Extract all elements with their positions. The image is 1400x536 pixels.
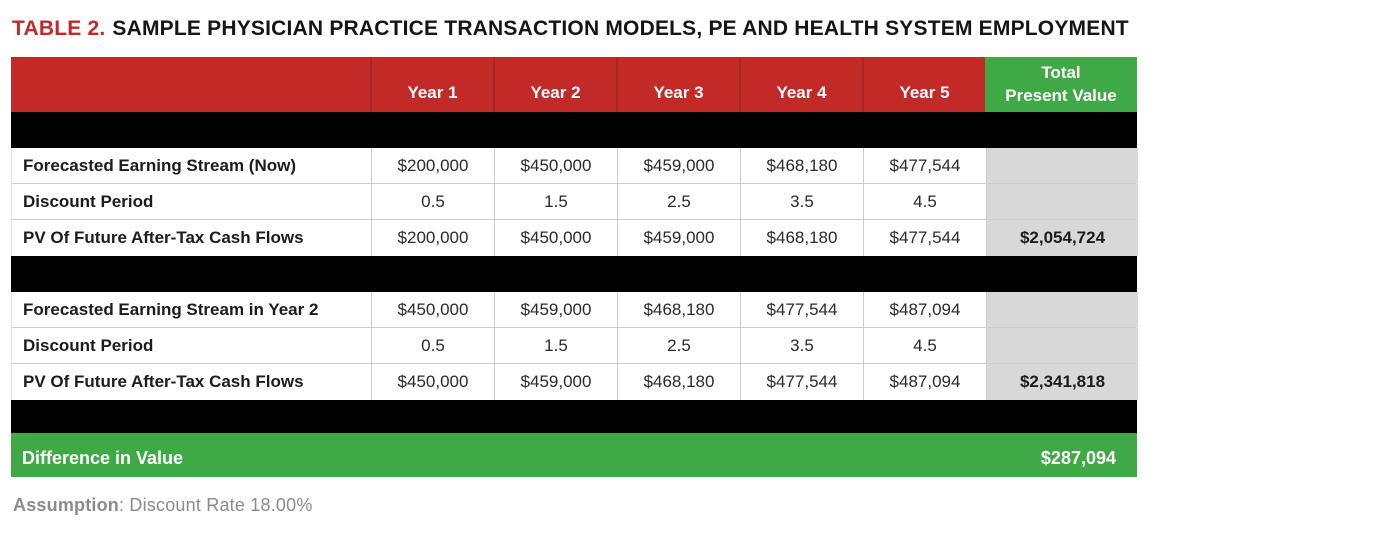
year-value: $450,000: [371, 364, 494, 400]
row-label: Forecasted Earning Stream (Now): [23, 155, 297, 175]
year-value: 0.5: [371, 328, 494, 363]
section-year-2: Forecasted Earning Stream in Year 2 $450…: [11, 292, 1138, 400]
year-value: $459,000: [617, 148, 740, 183]
year-value: $487,094: [863, 364, 986, 400]
year-value: $477,544: [740, 292, 863, 327]
year-value: $487,094: [863, 292, 986, 327]
row-label: Forecasted Earning Stream in Year 2: [23, 299, 319, 319]
header-year-2-cell: Year 2: [493, 57, 616, 112]
table-header-row: Year 1 Year 2 Year 3 Year 4 Year 5 Total…: [11, 57, 1137, 112]
year-value: $468,180: [617, 292, 740, 327]
section-now: Forecasted Earning Stream (Now) $200,000…: [11, 148, 1138, 256]
difference-in-value-row: Difference in Value $287,094: [11, 433, 1137, 477]
total-present-value: $2,341,818: [986, 364, 1138, 400]
year-value: $450,000: [494, 220, 617, 256]
year-value: $468,180: [740, 220, 863, 256]
year-value: 1.5: [494, 328, 617, 363]
year-value: $200,000: [371, 220, 494, 256]
row-label: Discount Period: [23, 191, 154, 211]
year-value: $477,544: [863, 220, 986, 256]
header-year-4-cell: Year 4: [739, 57, 862, 112]
assumption-note: Assumption: Discount Rate 18.00%: [13, 495, 313, 516]
row-label: PV Of Future After-Tax Cash Flows: [23, 228, 304, 247]
total-value-empty: [986, 148, 1138, 183]
total-present-value: $2,054,724: [986, 220, 1138, 256]
year-value: 2.5: [617, 328, 740, 363]
year-value: $450,000: [494, 148, 617, 183]
header-year-3-cell: Year 3: [616, 57, 739, 112]
row-label: PV Of Future After-Tax Cash Flows: [23, 372, 304, 391]
header-total-present-value-cell: Total Present Value: [985, 57, 1137, 112]
year-value: $468,180: [740, 148, 863, 183]
table-row-pv-cash-flows-1: PV Of Future After-Tax Cash Flows $200,0…: [11, 220, 1138, 256]
total-header-line1: Total: [1041, 63, 1081, 83]
table-row-pv-cash-flows-2: PV Of Future After-Tax Cash Flows $450,0…: [11, 364, 1138, 400]
row-label: Discount Period: [23, 335, 154, 355]
header-year-1-cell: Year 1: [370, 57, 493, 112]
year-value: 3.5: [740, 328, 863, 363]
table-number: TABLE 2.: [12, 17, 106, 40]
year-value: $477,544: [740, 364, 863, 400]
total-value-empty: [986, 328, 1138, 363]
year-value: $477,544: [863, 148, 986, 183]
header-year-5-cell: Year 5: [862, 57, 985, 112]
total-value-empty: [986, 184, 1138, 219]
year-value: 4.5: [863, 328, 986, 363]
table-title: TABLE 2. SAMPLE PHYSICIAN PRACTICE TRANSA…: [12, 17, 1129, 41]
table-row-forecast-now: Forecasted Earning Stream (Now) $200,000…: [11, 148, 1138, 184]
redacted-section-bar-2: [11, 256, 1137, 292]
assumption-label: Assumption: [13, 495, 120, 515]
year-value: $459,000: [494, 364, 617, 400]
year-value: $459,000: [494, 292, 617, 327]
year-value: $200,000: [371, 148, 494, 183]
total-value-empty: [986, 292, 1138, 327]
year-value: $468,180: [617, 364, 740, 400]
redacted-section-bar-1: [11, 112, 1137, 148]
redacted-section-bar-3: [11, 400, 1137, 433]
year-value: 3.5: [740, 184, 863, 219]
year-value: 4.5: [863, 184, 986, 219]
header-corner-cell: [11, 57, 370, 112]
difference-value: $287,094: [1040, 447, 1116, 468]
year-value: $459,000: [617, 220, 740, 256]
difference-label: Difference in Value: [22, 447, 184, 468]
total-header-line2: Present Value: [1005, 85, 1117, 105]
year-value: 1.5: [494, 184, 617, 219]
assumption-text: : Discount Rate 18.00%: [119, 495, 313, 515]
year-value: $450,000: [371, 292, 494, 327]
transaction-table: Year 1 Year 2 Year 3 Year 4 Year 5 Total…: [11, 57, 1138, 477]
table-row-discount-period-2: Discount Period 0.5 1.5 2.5 3.5 4.5: [11, 328, 1138, 364]
table-row-discount-period-1: Discount Period 0.5 1.5 2.5 3.5 4.5: [11, 184, 1138, 220]
table-title-text: SAMPLE PHYSICIAN PRACTICE TRANSACTION MO…: [112, 17, 1129, 40]
year-value: 2.5: [617, 184, 740, 219]
table-row-forecast-year2: Forecasted Earning Stream in Year 2 $450…: [11, 292, 1138, 328]
year-value: 0.5: [371, 184, 494, 219]
